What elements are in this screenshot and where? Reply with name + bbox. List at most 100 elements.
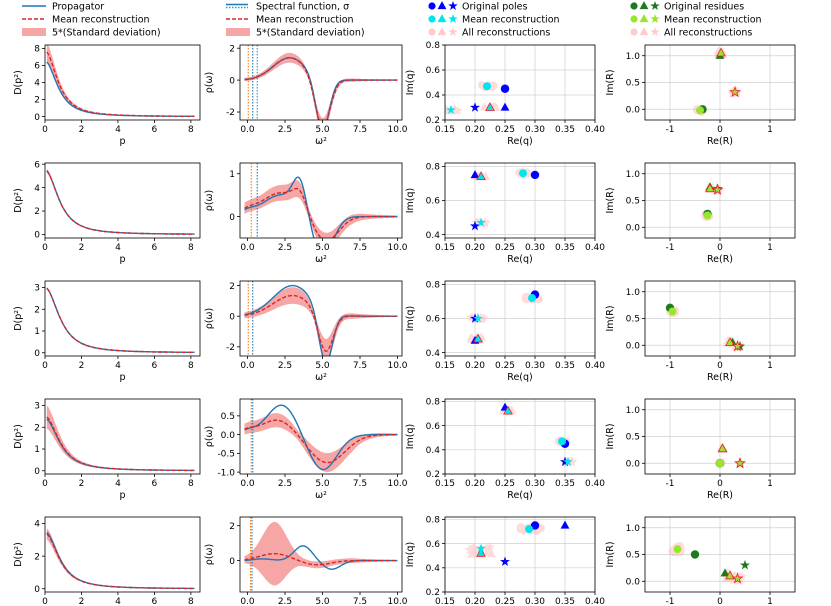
x-tick-label: 1: [767, 125, 773, 135]
x-axis-label: Re(q): [507, 254, 532, 265]
y-tick-label: 0.5: [626, 433, 640, 443]
x-axis-label: ω²: [315, 372, 327, 383]
y-tick-label: 0.5: [626, 551, 640, 561]
original-markers: [470, 170, 540, 231]
reconstruction-marker: [480, 217, 491, 227]
x-tick-label: 0.0: [240, 479, 255, 489]
mean-markers: [673, 545, 744, 584]
propagator-chart-row-1: 0 2 4 6 8 0 2 4 6 8 p D(p²): [13, 44, 201, 147]
std-band: [46, 168, 195, 235]
x-tick-label: 0.15: [435, 361, 455, 371]
axes-frame: [239, 398, 403, 475]
y-tick-label: 0.6: [426, 66, 441, 76]
x-tick-label: -1: [666, 125, 675, 135]
mean-markers: [503, 405, 573, 466]
x-tick-label: 1: [767, 243, 773, 253]
x-tick-label: 0: [717, 243, 723, 253]
reconstruction-marker: [468, 549, 477, 558]
plot-body: [244, 399, 398, 474]
y-tick-label: 1: [34, 327, 40, 337]
y-tick-label: 0.8: [426, 41, 441, 51]
x-tick-label: 0.25: [495, 479, 515, 489]
legend-star-marker: [448, 14, 458, 24]
reconstruction-marker: [486, 547, 495, 555]
reconstruction-marker: [476, 312, 486, 322]
x-tick-label: 0.0: [240, 243, 255, 253]
legend-band: [226, 28, 250, 36]
std-band: [244, 521, 398, 586]
y-tick-label: 1: [229, 170, 235, 180]
legend-triangle-marker: [639, 27, 649, 36]
x-tick-label: 0: [717, 597, 723, 606]
mean-circle-marker: [483, 82, 491, 91]
y-tick-label: 0.0: [626, 459, 641, 469]
x-tick-label: 0.30: [525, 597, 545, 606]
spectral-line: [244, 284, 398, 356]
x-tick-label: 0.30: [525, 125, 545, 135]
y-tick-label: 0: [229, 557, 235, 567]
legend-circle-marker: [428, 15, 436, 23]
axes-frame: [44, 44, 201, 121]
plot-body: [46, 168, 195, 235]
reconstruction-marker: [567, 457, 577, 467]
x-tick-label: 0.35: [555, 597, 575, 606]
y-tick-label: 2: [229, 522, 235, 532]
x-tick-label: 4: [115, 361, 121, 371]
mean-circle-marker: [673, 545, 682, 554]
x-axis-label: Re(R): [707, 490, 733, 501]
y-tick-label: 0.2: [426, 588, 440, 598]
reconstruction-marker: [467, 544, 478, 554]
x-tick-label: 2.5: [278, 479, 292, 489]
x-tick-label: 0.15: [435, 125, 455, 135]
plot-body: [701, 182, 725, 222]
spectral-chart-row-2: 0.0 2.5 5.0 7.5 10.0 0 1 ω² ρ(ω): [204, 162, 408, 265]
x-tick-label: 7.5: [353, 125, 367, 135]
mean-star-marker: [734, 457, 746, 469]
legend-symbol: [226, 3, 248, 9]
x-tick-label: 0.35: [555, 361, 575, 371]
x-axis-label: Re(R): [707, 372, 733, 383]
reconstruction-marker: [479, 102, 489, 111]
propagator-chart-row-3: 0 2 4 6 8 0 1 2 3 p D(p²): [13, 280, 201, 383]
residues-chart-row-2: -1 0 1 0.0 0.5 1.0 Re(R) Im(R): [605, 162, 796, 265]
reconstruction-marker: [473, 218, 484, 228]
y-tick-label: 0.6: [426, 315, 441, 325]
all-reconstructions: [499, 405, 578, 467]
mean-line: [244, 419, 398, 464]
y-tick-label: 0: [229, 213, 235, 223]
x-tick-label: 0.40: [585, 361, 605, 371]
mean-markers: [476, 169, 527, 227]
reconstruction-marker: [445, 105, 452, 115]
reconstruction-marker: [729, 570, 740, 580]
x-tick-label: 0.0: [240, 597, 255, 606]
propagator-line: [46, 170, 195, 235]
x-tick-label: 0.20: [465, 597, 485, 606]
reconstruction-marker: [517, 524, 526, 533]
mean-triangle-marker: [503, 405, 513, 415]
x-tick-label: 0.40: [585, 597, 605, 606]
x-tick-label: 4: [115, 125, 121, 135]
reconstruction-marker: [450, 105, 461, 115]
original-triangle-marker: [560, 520, 570, 529]
mean-markers: [473, 294, 536, 343]
y-tick-label: -1.0: [217, 468, 235, 478]
x-axis-label: Re(q): [507, 372, 532, 383]
spectral-line: [244, 404, 398, 471]
axes-frame: [444, 44, 596, 121]
propagator-line: [46, 531, 195, 590]
x-tick-label: 10.0: [387, 243, 407, 253]
x-tick-label: 0.15: [435, 597, 455, 606]
reconstruction-marker: [483, 542, 493, 552]
x-axis-label: ω²: [315, 136, 327, 147]
x-tick-label: 0: [42, 479, 48, 489]
x-tick-label: 1: [767, 361, 773, 371]
y-tick-label: 0.5: [221, 412, 235, 422]
y-tick-label: 0.6: [426, 197, 441, 207]
x-tick-label: 6: [152, 243, 158, 253]
plot-body: [445, 81, 510, 116]
reconstruction-marker: [516, 525, 525, 534]
propagator-chart-row-4: 0 2 4 6 8 0 1 2 3 p D(p²): [13, 398, 201, 501]
mean-triangle-marker: [725, 337, 735, 347]
std-band: [46, 405, 195, 471]
mean-star-marker: [476, 217, 486, 227]
